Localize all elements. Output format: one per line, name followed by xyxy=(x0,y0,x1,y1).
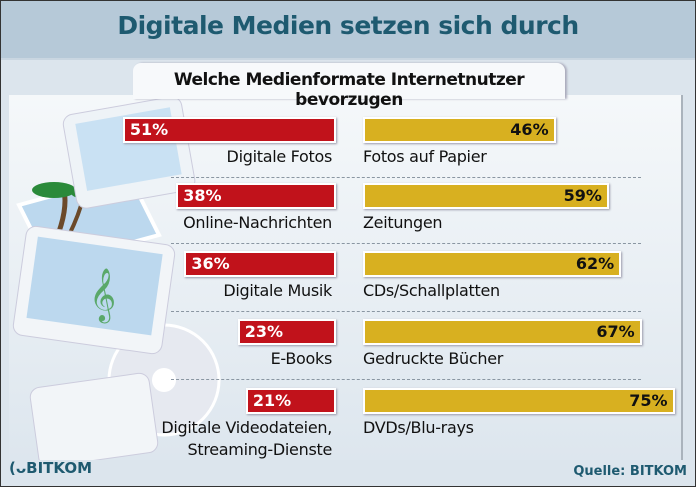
bar-physical: 59% xyxy=(363,183,609,209)
bar-physical: 46% xyxy=(363,117,556,143)
bar-value-label: 46% xyxy=(510,120,549,139)
tablet-video-icon xyxy=(29,372,159,460)
chart-panel: 𝄞 xyxy=(9,95,683,460)
bar-value-label: 23% xyxy=(244,322,283,341)
bar-value-label: 75% xyxy=(629,391,668,410)
bar-value-label: 38% xyxy=(183,186,222,205)
row-separator xyxy=(171,243,641,244)
category-label-digital: Digitale Videodateien, xyxy=(161,418,332,437)
category-label-digital: Digitale Musik xyxy=(223,281,332,300)
title-bar: Digitale Medien setzen sich durch xyxy=(1,1,695,60)
page-title: Digitale Medien setzen sich durch xyxy=(117,11,579,40)
category-label-physical: DVDs/Blu-rays xyxy=(363,418,474,437)
bar-value-label: 36% xyxy=(191,254,230,273)
category-label-physical: CDs/Schallplatten xyxy=(363,281,500,300)
category-label-physical: Fotos auf Papier xyxy=(363,147,487,166)
category-label-digital: Digitale Fotos xyxy=(226,147,333,166)
bar-physical: 62% xyxy=(363,251,622,277)
bar-digital: 36% xyxy=(184,251,336,277)
category-label-physical: Zeitungen xyxy=(363,213,443,232)
bar-value-label: 59% xyxy=(563,186,602,205)
media-illustration: 𝄞 xyxy=(12,96,221,460)
bar-physical: 67% xyxy=(363,319,642,345)
chart-subtitle: Welche Medienformate Internetnutzer bevo… xyxy=(173,70,525,110)
logo-icon: (ᴗ xyxy=(9,459,27,477)
tablet-music-icon: 𝄞 xyxy=(12,225,176,355)
bar-digital: 23% xyxy=(237,319,336,345)
bar-digital: 51% xyxy=(122,117,336,143)
row-separator xyxy=(171,311,641,312)
bar-digital: 38% xyxy=(176,183,336,209)
subtitle-tab: Welche Medienformate Internetnutzer bevo… xyxy=(133,63,565,110)
row-separator xyxy=(171,177,641,178)
category-label-digital-line2: Streaming-Dienste xyxy=(187,440,332,459)
bar-digital: 21% xyxy=(245,388,336,414)
row-separator xyxy=(171,379,641,380)
bitkom-logo: (ᴗBITKOM xyxy=(9,459,93,477)
bar-value-label: 21% xyxy=(252,391,292,410)
bar-physical: 75% xyxy=(363,388,675,414)
svg-text:𝄞: 𝄞 xyxy=(89,267,116,323)
category-label-physical: Gedruckte Bücher xyxy=(363,349,504,368)
source-note: Quelle: BITKOM xyxy=(573,464,687,479)
bar-value-label: 62% xyxy=(575,254,615,273)
bar-value-label: 67% xyxy=(596,322,635,341)
category-label-digital: Online-Nachrichten xyxy=(183,213,332,232)
bar-value-label: 51% xyxy=(129,120,169,139)
category-label-digital: E-Books xyxy=(270,349,333,368)
